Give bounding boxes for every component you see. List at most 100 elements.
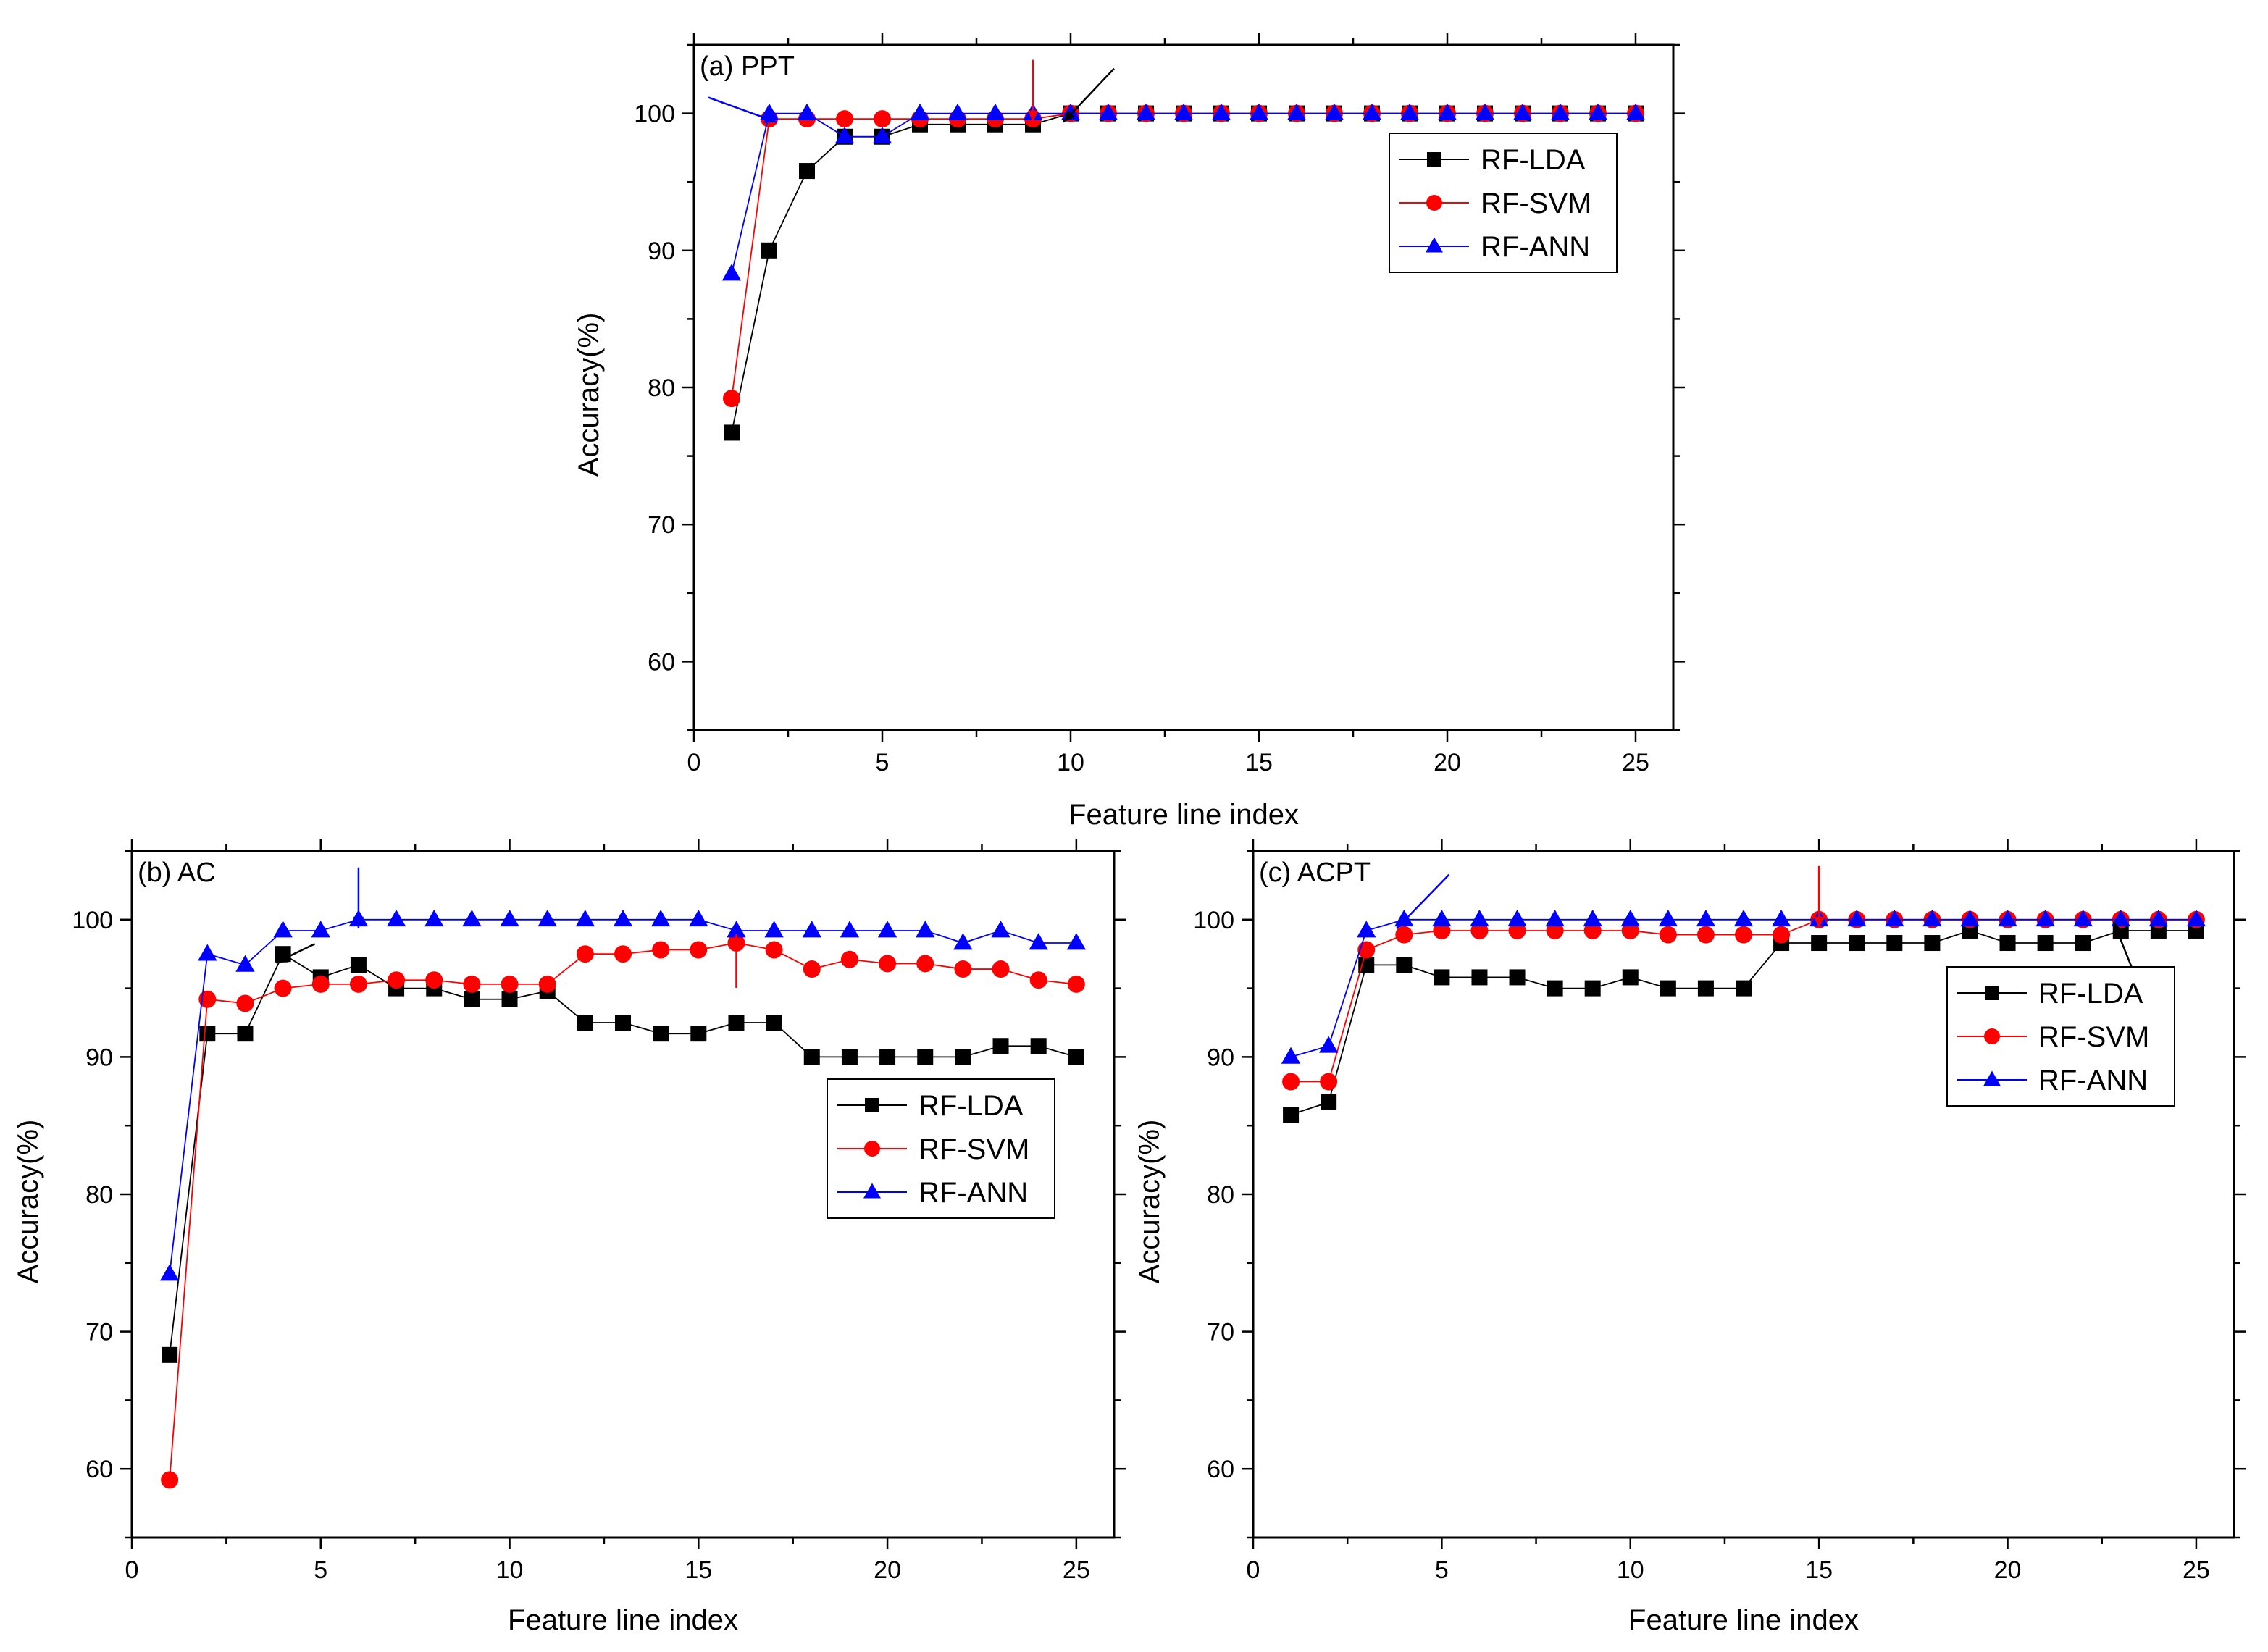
- data-point: [836, 110, 853, 128]
- data-point: [1399, 103, 1420, 120]
- x-tick-label: 20: [1434, 749, 1461, 776]
- legend-item-rf-lda: RF-LDA: [837, 1090, 1024, 1122]
- x-tick-label: 5: [1435, 1556, 1449, 1584]
- data-point: [916, 921, 935, 938]
- data-point: [537, 910, 557, 927]
- series-rf-ann: [721, 103, 1646, 281]
- data-point: [1847, 910, 1867, 927]
- data-point: [1736, 980, 1752, 997]
- data-point: [1321, 1094, 1337, 1110]
- y-tick-label: 60: [1207, 1456, 1234, 1483]
- data-point: [955, 1049, 971, 1065]
- data-point: [1960, 910, 1980, 927]
- data-point: [1660, 980, 1676, 997]
- data-point: [1029, 933, 1048, 950]
- x-tick-label: 20: [1994, 1556, 2022, 1584]
- y-tick-label: 80: [648, 374, 675, 402]
- data-point: [1658, 910, 1678, 927]
- data-point: [2075, 935, 2091, 952]
- x-axis-label: Feature line index: [1628, 1604, 1859, 1636]
- data-point: [1318, 1036, 1339, 1053]
- data-point: [803, 1049, 820, 1065]
- data-point: [1733, 910, 1754, 927]
- y-tick-label: 80: [1207, 1181, 1234, 1209]
- data-point: [159, 1264, 180, 1281]
- data-point: [198, 944, 217, 961]
- data-point: [1211, 103, 1231, 120]
- data-point: [879, 1049, 896, 1065]
- legend-item-rf-svm: RF-SVM: [1399, 188, 1591, 219]
- data-point: [953, 933, 973, 950]
- legend-marker: [1427, 152, 1441, 167]
- legend-item-rf-svm: RF-SVM: [1957, 1021, 2149, 1053]
- y-tick-label: 90: [648, 238, 675, 265]
- data-point: [1173, 103, 1194, 120]
- data-point: [954, 960, 972, 978]
- data-point: [1773, 926, 1791, 944]
- data-point: [1475, 103, 1495, 120]
- data-point: [1584, 980, 1601, 997]
- data-point: [1030, 1038, 1047, 1054]
- data-point: [1507, 910, 1527, 927]
- annotation-arrow: [731, 934, 742, 989]
- plot-frame: [1252, 850, 2235, 1539]
- x-tick-label: 15: [1245, 749, 1273, 776]
- series-rf-ann: [1281, 910, 2206, 1064]
- data-point: [2073, 910, 2093, 927]
- legend-marker: [1426, 195, 1442, 211]
- x-tick-label: 10: [496, 1556, 524, 1584]
- panel-title: (b) AC: [138, 858, 216, 888]
- data-point: [759, 103, 779, 120]
- data-point: [840, 950, 858, 968]
- y-tick-label: 100: [72, 907, 113, 934]
- data-point: [991, 921, 1010, 938]
- data-point: [1659, 926, 1677, 944]
- data-point: [614, 945, 632, 963]
- data-point: [350, 957, 367, 973]
- y-axis-label: Accuracy(%): [12, 1120, 44, 1284]
- legend-label: RF-ANN: [1481, 231, 1590, 263]
- legend-marker: [863, 1183, 881, 1199]
- chart-panel-b: 0 5 10 15 20 25 60 70 80 90 100 Feature line index A…: [12, 839, 1126, 1636]
- data-point: [650, 910, 671, 927]
- y-axis-label: Accuracy(%): [573, 313, 605, 477]
- y-tick-label: 70: [648, 511, 675, 539]
- data-point: [803, 960, 821, 978]
- x-axis-label: Feature line index: [1068, 799, 1299, 831]
- data-point: [690, 1026, 707, 1042]
- data-point: [1362, 103, 1382, 120]
- x-tick-label: 20: [874, 1556, 901, 1584]
- data-point: [765, 941, 783, 959]
- data-point: [721, 264, 742, 281]
- x-axis-label: Feature line index: [508, 1604, 738, 1636]
- x-tick-label: 0: [687, 749, 701, 776]
- x-tick-label: 10: [1057, 749, 1084, 776]
- data-point: [2148, 910, 2169, 927]
- data-point: [1029, 971, 1047, 989]
- data-point: [797, 103, 817, 120]
- data-point: [538, 975, 556, 993]
- x-tick-label: 25: [1622, 749, 1649, 776]
- data-point: [1098, 103, 1118, 120]
- data-point: [766, 1015, 782, 1031]
- data-point: [910, 103, 930, 120]
- data-point: [1282, 1073, 1300, 1091]
- data-point: [386, 910, 406, 927]
- data-point: [1512, 103, 1533, 120]
- x-tick-label: 5: [876, 749, 890, 776]
- data-point: [1696, 910, 1716, 927]
- data-point: [1771, 910, 1791, 927]
- legend-label: RF-LDA: [1481, 144, 1586, 176]
- data-point: [199, 1026, 216, 1042]
- data-point: [727, 921, 746, 938]
- data-point: [992, 960, 1010, 978]
- legend-label: RF-SVM: [919, 1133, 1029, 1165]
- data-point: [237, 1026, 254, 1042]
- data-point: [1849, 935, 1865, 952]
- data-point: [236, 994, 254, 1012]
- legend-label: RF-LDA: [2038, 978, 2143, 1010]
- data-point: [311, 975, 330, 993]
- x-tick-label: 15: [685, 1556, 712, 1584]
- data-point: [1999, 935, 2016, 952]
- data-point: [874, 110, 891, 128]
